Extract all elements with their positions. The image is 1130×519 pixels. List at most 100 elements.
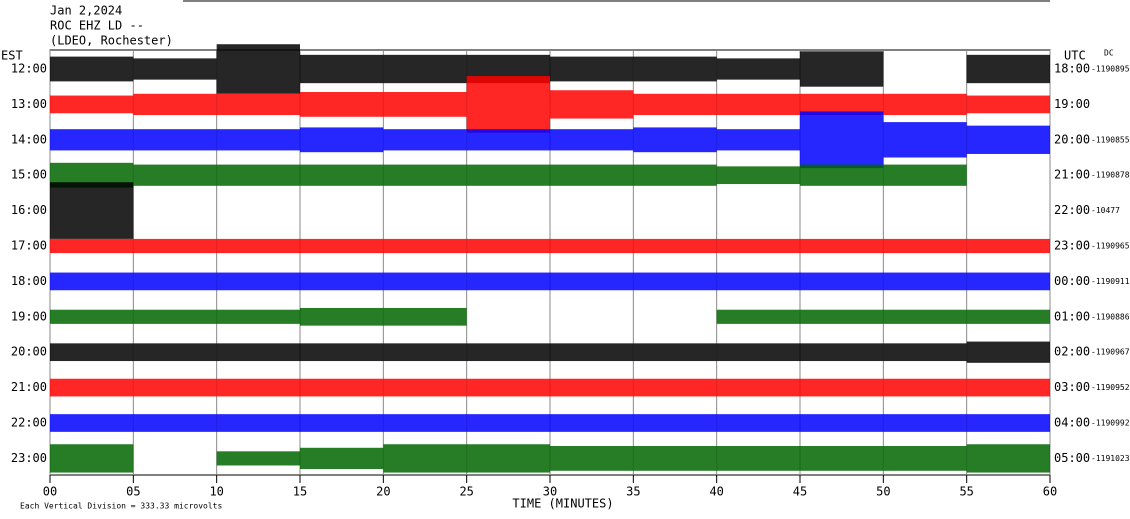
trace-envelope — [216, 44, 300, 94]
trace-envelope — [300, 378, 384, 397]
trace-envelope — [300, 127, 384, 153]
est-label: 22:00 — [11, 416, 47, 430]
est-label: 16:00 — [11, 203, 47, 217]
utc-label: 18:00 — [1054, 62, 1090, 76]
trace-envelope — [716, 309, 800, 324]
trace-envelope — [466, 76, 550, 133]
trace-envelope — [966, 95, 1050, 114]
trace-envelope — [800, 164, 884, 186]
est-label: 12:00 — [11, 62, 47, 76]
x-tick-label: 55 — [959, 485, 973, 499]
offset-title: DC — [1104, 49, 1114, 58]
trace-envelope — [133, 309, 217, 324]
trace-envelope — [883, 164, 967, 186]
trace-envelope — [633, 164, 717, 186]
trace-envelope — [466, 414, 550, 432]
x-tick-label: 35 — [626, 485, 640, 499]
right-axis-title: UTC — [1064, 49, 1086, 63]
trace-envelope — [883, 238, 967, 254]
trace-envelope — [800, 414, 884, 432]
trace-envelope — [883, 93, 967, 116]
trace-envelope — [883, 378, 967, 397]
trace-envelope — [633, 238, 717, 254]
trace-envelope — [883, 414, 967, 432]
trace-envelope — [800, 309, 884, 324]
trace-envelope — [550, 56, 634, 82]
x-tick-label: 50 — [876, 485, 890, 499]
trace-envelope — [800, 51, 884, 87]
utc-label: 21:00 — [1054, 168, 1090, 182]
est-label: 21:00 — [11, 380, 47, 394]
trace-envelope — [216, 378, 300, 397]
trace-envelope — [966, 341, 1050, 363]
trace-envelope — [300, 54, 384, 84]
trace-envelope — [133, 238, 217, 254]
trace-envelope — [300, 343, 384, 362]
offset-label: -1190965 — [1091, 242, 1130, 251]
trace-envelope — [716, 238, 800, 254]
trace-envelope — [50, 182, 134, 239]
trace-envelope — [800, 378, 884, 397]
trace-envelope — [466, 129, 550, 151]
trace-envelope — [466, 238, 550, 254]
trace-envelope — [550, 129, 634, 151]
offset-label: -1190886 — [1091, 312, 1130, 321]
trace-envelope — [383, 307, 467, 326]
offset-label: -1190878 — [1091, 171, 1130, 180]
utc-label: 04:00 — [1054, 416, 1090, 430]
trace-envelope — [50, 378, 134, 397]
x-tick-label: 00 — [43, 485, 57, 499]
trace-envelope — [383, 272, 467, 291]
trace-envelope — [300, 238, 384, 254]
trace-envelope — [716, 378, 800, 397]
est-label: 19:00 — [11, 309, 47, 323]
trace-envelope — [966, 309, 1050, 324]
offset-label: -10477 — [1091, 206, 1120, 215]
est-label: 23:00 — [11, 451, 47, 465]
header-line: Jan 2,2024 — [50, 4, 122, 18]
trace-envelope — [466, 378, 550, 397]
trace-envelope — [383, 129, 467, 151]
trace-envelope — [883, 122, 967, 158]
trace-envelope — [633, 378, 717, 397]
trace-envelope — [383, 92, 467, 117]
trace-envelope — [633, 446, 717, 471]
x-tick-label: 25 — [459, 485, 473, 499]
trace-envelope — [216, 272, 300, 291]
trace-envelope — [50, 56, 134, 82]
trace-envelope — [300, 164, 384, 186]
trace-envelope — [550, 414, 634, 432]
x-tick-label: 60 — [1043, 485, 1057, 499]
trace-envelope — [800, 343, 884, 362]
offset-label: -1190895 — [1091, 65, 1130, 74]
trace-envelope — [883, 446, 967, 471]
trace-envelope — [800, 238, 884, 254]
trace-envelope — [716, 343, 800, 362]
trace-envelope — [716, 93, 800, 116]
trace-envelope — [50, 343, 134, 362]
trace-envelope — [50, 95, 134, 114]
trace-envelope — [50, 272, 134, 291]
trace-envelope — [133, 129, 217, 151]
trace-envelope — [383, 343, 467, 362]
offset-label: -1190952 — [1091, 383, 1130, 392]
trace-envelope — [716, 414, 800, 432]
est-label: 17:00 — [11, 239, 47, 253]
trace-envelope — [716, 129, 800, 151]
trace-envelope — [716, 272, 800, 291]
trace-envelope — [466, 444, 550, 473]
trace-envelope — [216, 414, 300, 432]
header-line: ROC EHZ LD -- — [50, 19, 144, 33]
trace-envelope — [133, 164, 217, 186]
trace-envelope — [966, 378, 1050, 397]
trace-envelope — [633, 272, 717, 291]
est-label: 20:00 — [11, 345, 47, 359]
x-tick-label: 45 — [793, 485, 807, 499]
trace-envelope — [133, 58, 217, 80]
trace-envelope — [383, 414, 467, 432]
trace-envelope — [550, 164, 634, 186]
trace-envelope — [800, 272, 884, 291]
utc-label: 03:00 — [1054, 380, 1090, 394]
trace-envelope — [633, 93, 717, 116]
